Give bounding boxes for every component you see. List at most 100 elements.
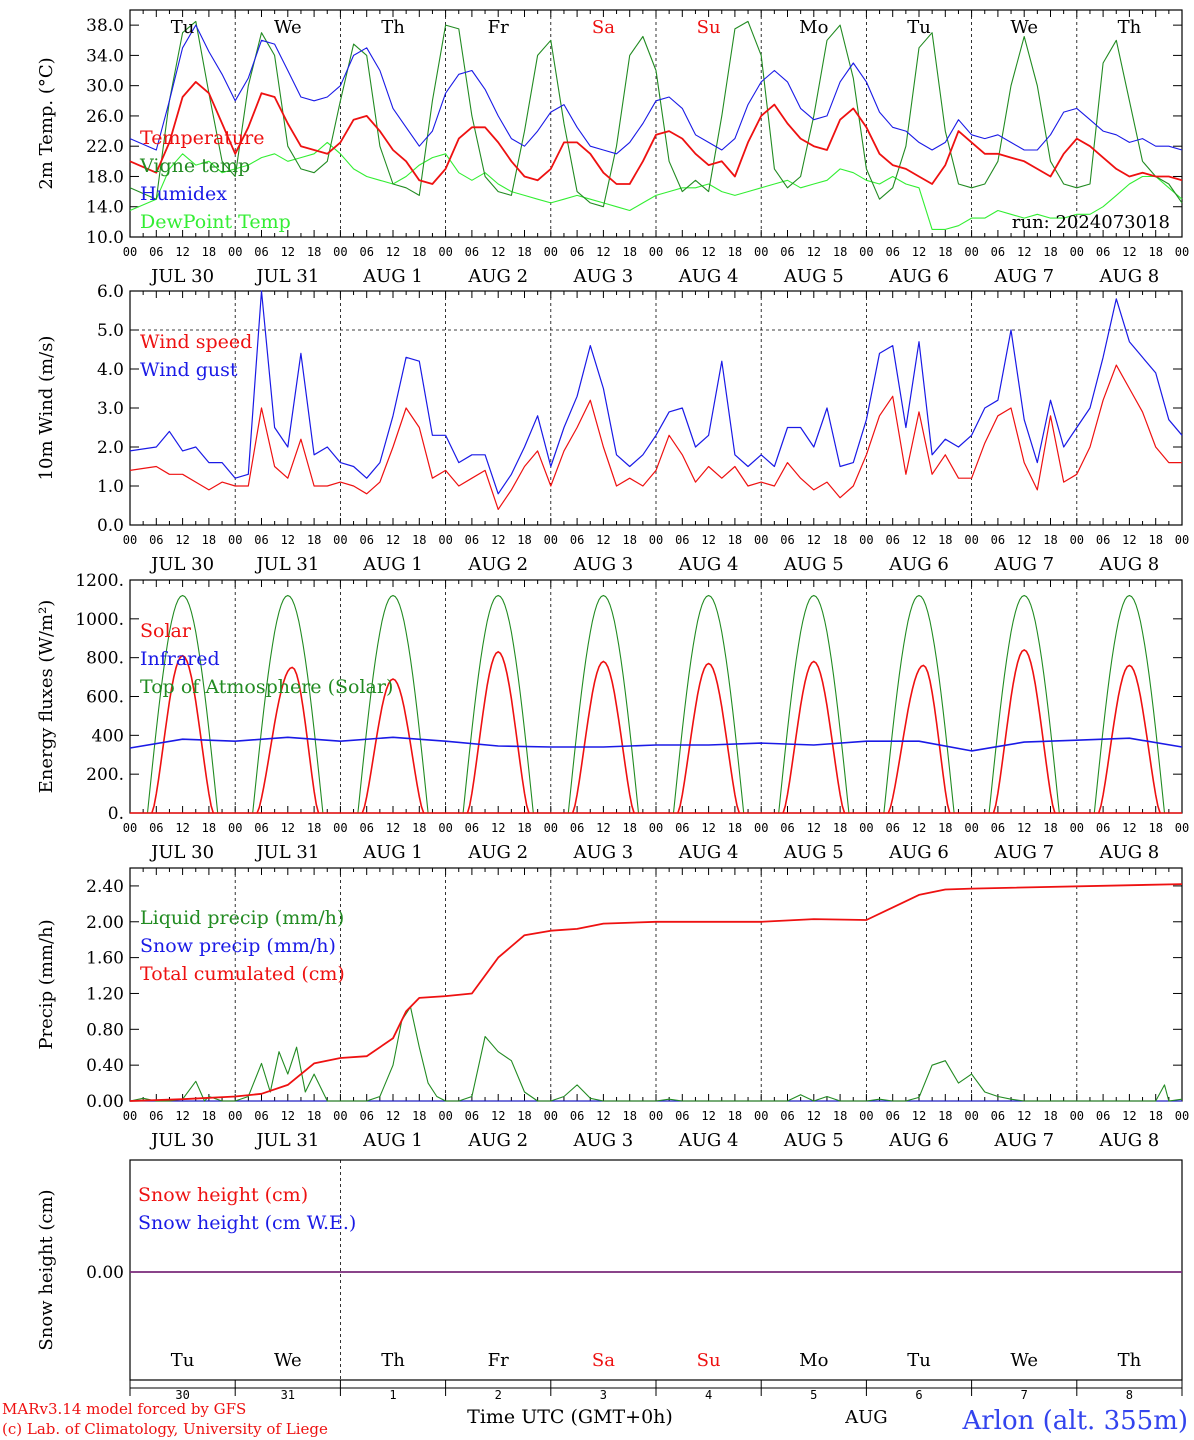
hour-tick-label: 12: [1017, 245, 1031, 259]
day-name-bottom: Su: [697, 1350, 721, 1371]
day-name-bottom: Th: [381, 1350, 405, 1371]
hour-tick-label: 18: [622, 821, 636, 835]
hour-tick-label: 18: [517, 533, 531, 547]
hour-tick-label: 00: [438, 245, 452, 259]
date-label: AUG 6: [888, 266, 949, 287]
hour-tick-label: 12: [1122, 1109, 1136, 1123]
date-label: AUG 1: [362, 842, 423, 863]
hour-tick-label: 06: [254, 821, 268, 835]
series-solar: [677, 662, 741, 814]
day-number: 31: [281, 1388, 295, 1402]
hour-tick-label: 18: [622, 1109, 636, 1123]
hour-tick-label: 00: [964, 1109, 978, 1123]
series-solar: [992, 648, 1056, 814]
hour-tick-label: 06: [254, 1109, 268, 1123]
y-tick-label: 0.00: [86, 1092, 124, 1112]
hour-tick-label: 06: [780, 1109, 794, 1123]
hour-tick-label: 06: [885, 1109, 899, 1123]
day-name-bottom: We: [1010, 1350, 1038, 1371]
hour-tick-label: 12: [701, 533, 715, 547]
day-name-top: Tu: [907, 17, 931, 38]
hour-tick-label: 12: [596, 821, 610, 835]
y-tick-label: 3.0: [97, 399, 124, 419]
hour-tick-label: 06: [991, 245, 1005, 259]
hour-tick-label: 00: [1175, 533, 1189, 547]
hour-tick-label: 18: [412, 1109, 426, 1123]
hour-tick-label: 18: [938, 533, 952, 547]
hour-tick-label: 06: [1096, 245, 1110, 259]
hour-tick-label: 00: [228, 533, 242, 547]
hour-tick-label: 00: [1070, 245, 1084, 259]
date-label: AUG 1: [362, 1130, 423, 1151]
hour-tick-label: 18: [1043, 1109, 1057, 1123]
date-label: AUG 6: [888, 1130, 949, 1151]
hour-tick-label: 06: [1096, 821, 1110, 835]
hour-tick-label: 18: [728, 245, 742, 259]
series-vigne-temp: [129, 20, 1183, 208]
hour-tick-label: 18: [307, 245, 321, 259]
day-name-bottom: Tu: [907, 1350, 931, 1371]
legend-dewpoint-temp: DewPoint Temp: [140, 211, 291, 233]
y-tick-label: 0.0: [97, 516, 124, 536]
hour-tick-label: 06: [885, 821, 899, 835]
hour-tick-label: 06: [359, 1109, 373, 1123]
hour-tick-label: 18: [202, 821, 216, 835]
legend-vigne-temp: Vigne temp: [139, 155, 250, 177]
day-name-top: We: [274, 17, 302, 38]
hour-tick-label: 00: [333, 1109, 347, 1123]
hour-tick-label: 18: [833, 821, 847, 835]
y-tick-label: 34.0: [86, 46, 124, 66]
legend-snow-height-cm-w-e-: Snow height (cm W.E.): [138, 1212, 356, 1234]
date-label: AUG 4: [678, 266, 739, 287]
hour-tick-label: 00: [1070, 821, 1084, 835]
hour-tick-label: 18: [833, 533, 847, 547]
hour-tick-label: 06: [149, 245, 163, 259]
day-name-bottom: We: [274, 1350, 302, 1371]
hour-tick-label: 06: [675, 533, 689, 547]
y-tick-label: 0.: [108, 804, 124, 824]
hour-tick-label: 00: [438, 821, 452, 835]
hour-tick-label: 12: [491, 821, 505, 835]
date-label: AUG 4: [678, 1130, 739, 1151]
y-axis-label: Precip (mm/h): [36, 919, 57, 1049]
date-label: AUG 3: [573, 266, 634, 287]
hour-tick-label: 18: [202, 533, 216, 547]
y-axis-label: 10m Wind (m/s): [36, 336, 57, 481]
y-tick-label: 14.0: [86, 198, 124, 218]
y-tick-label: 1.20: [86, 984, 124, 1004]
hour-tick-label: 12: [1017, 533, 1031, 547]
hour-tick-label: 12: [912, 1109, 926, 1123]
hour-tick-label: 18: [728, 1109, 742, 1123]
hour-tick-label: 06: [991, 1109, 1005, 1123]
hour-tick-label: 06: [1096, 1109, 1110, 1123]
legend-snow-height-cm-: Snow height (cm): [138, 1184, 308, 1206]
hour-tick-label: 12: [596, 245, 610, 259]
date-label: AUG 3: [573, 842, 634, 863]
hour-tick-label: 06: [359, 533, 373, 547]
hour-tick-label: 00: [649, 821, 663, 835]
series-solar: [361, 678, 425, 814]
legend-humidex: Humidex: [140, 183, 227, 205]
hour-tick-label: 12: [386, 1109, 400, 1123]
hour-tick-label: 06: [675, 1109, 689, 1123]
hour-tick-label: 12: [491, 1109, 505, 1123]
series-solar: [151, 654, 215, 814]
hour-tick-label: 12: [807, 245, 821, 259]
hour-tick-label: 00: [859, 533, 873, 547]
date-label: JUL 30: [149, 554, 214, 575]
hour-tick-label: 00: [333, 533, 347, 547]
hour-tick-label: 00: [438, 533, 452, 547]
date-label: JUL 31: [254, 554, 319, 575]
hour-tick-label: 06: [359, 245, 373, 259]
legend-snow-precip-mm-h-: Snow precip (mm/h): [140, 935, 336, 957]
hour-tick-label: 18: [307, 533, 321, 547]
hour-tick-label: 06: [570, 821, 584, 835]
y-tick-label: 200.: [86, 765, 124, 785]
hour-tick-label: 18: [517, 1109, 531, 1123]
hour-tick-label: 00: [1070, 1109, 1084, 1123]
series-humidex: [129, 24, 1183, 155]
series-top-of-atmosphere: [567, 594, 640, 814]
hour-tick-label: 18: [1043, 533, 1057, 547]
date-label: JUL 30: [149, 842, 214, 863]
